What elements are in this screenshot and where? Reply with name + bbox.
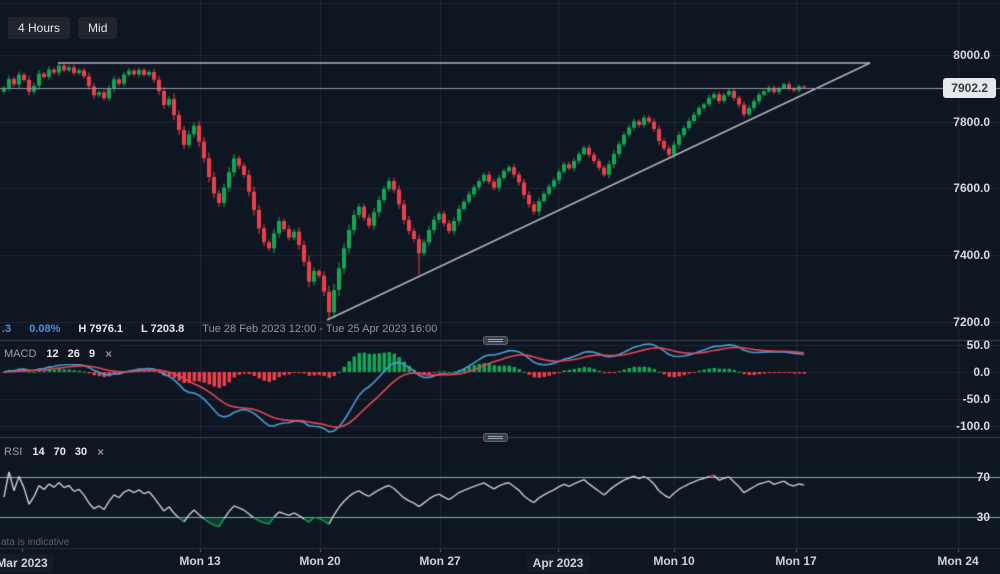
session-low: L 7203.8 bbox=[141, 323, 185, 335]
chart-toolbar: 4 Hours Mid bbox=[8, 17, 118, 39]
macd-name: MACD bbox=[4, 348, 37, 360]
visible-date-range: Tue 28 Feb 2023 12:00 - Tue 25 Apr 2023 … bbox=[202, 323, 438, 335]
macd-pane-resize-handle[interactable] bbox=[483, 336, 508, 345]
change-value: .3 bbox=[2, 323, 12, 335]
rsi-close-icon[interactable]: × bbox=[97, 445, 105, 459]
disclaimer-text: ata is indicative bbox=[1, 537, 70, 548]
macd-close-icon[interactable]: × bbox=[105, 347, 113, 361]
macd-indicator-label: MACD 12 26 9 × bbox=[0, 345, 122, 364]
change-percent: 0.08% bbox=[29, 323, 61, 335]
session-high: H 7976.1 bbox=[78, 323, 124, 335]
current-price-label: 7902.2 bbox=[943, 77, 996, 98]
rsi-params: 14 70 30 bbox=[32, 446, 88, 458]
instrument-status-bar: .3 0.08% H 7976.1 L 7203.8 Tue 28 Feb 20… bbox=[2, 323, 437, 335]
timeframe-button[interactable]: 4 Hours bbox=[8, 17, 71, 39]
price-type-button[interactable]: Mid bbox=[78, 17, 118, 39]
rsi-name: RSI bbox=[4, 446, 23, 458]
rsi-indicator-label: RSI 14 70 30 × bbox=[0, 443, 114, 462]
macd-params: 12 26 9 bbox=[46, 348, 96, 360]
rsi-pane-resize-handle[interactable] bbox=[483, 433, 508, 442]
